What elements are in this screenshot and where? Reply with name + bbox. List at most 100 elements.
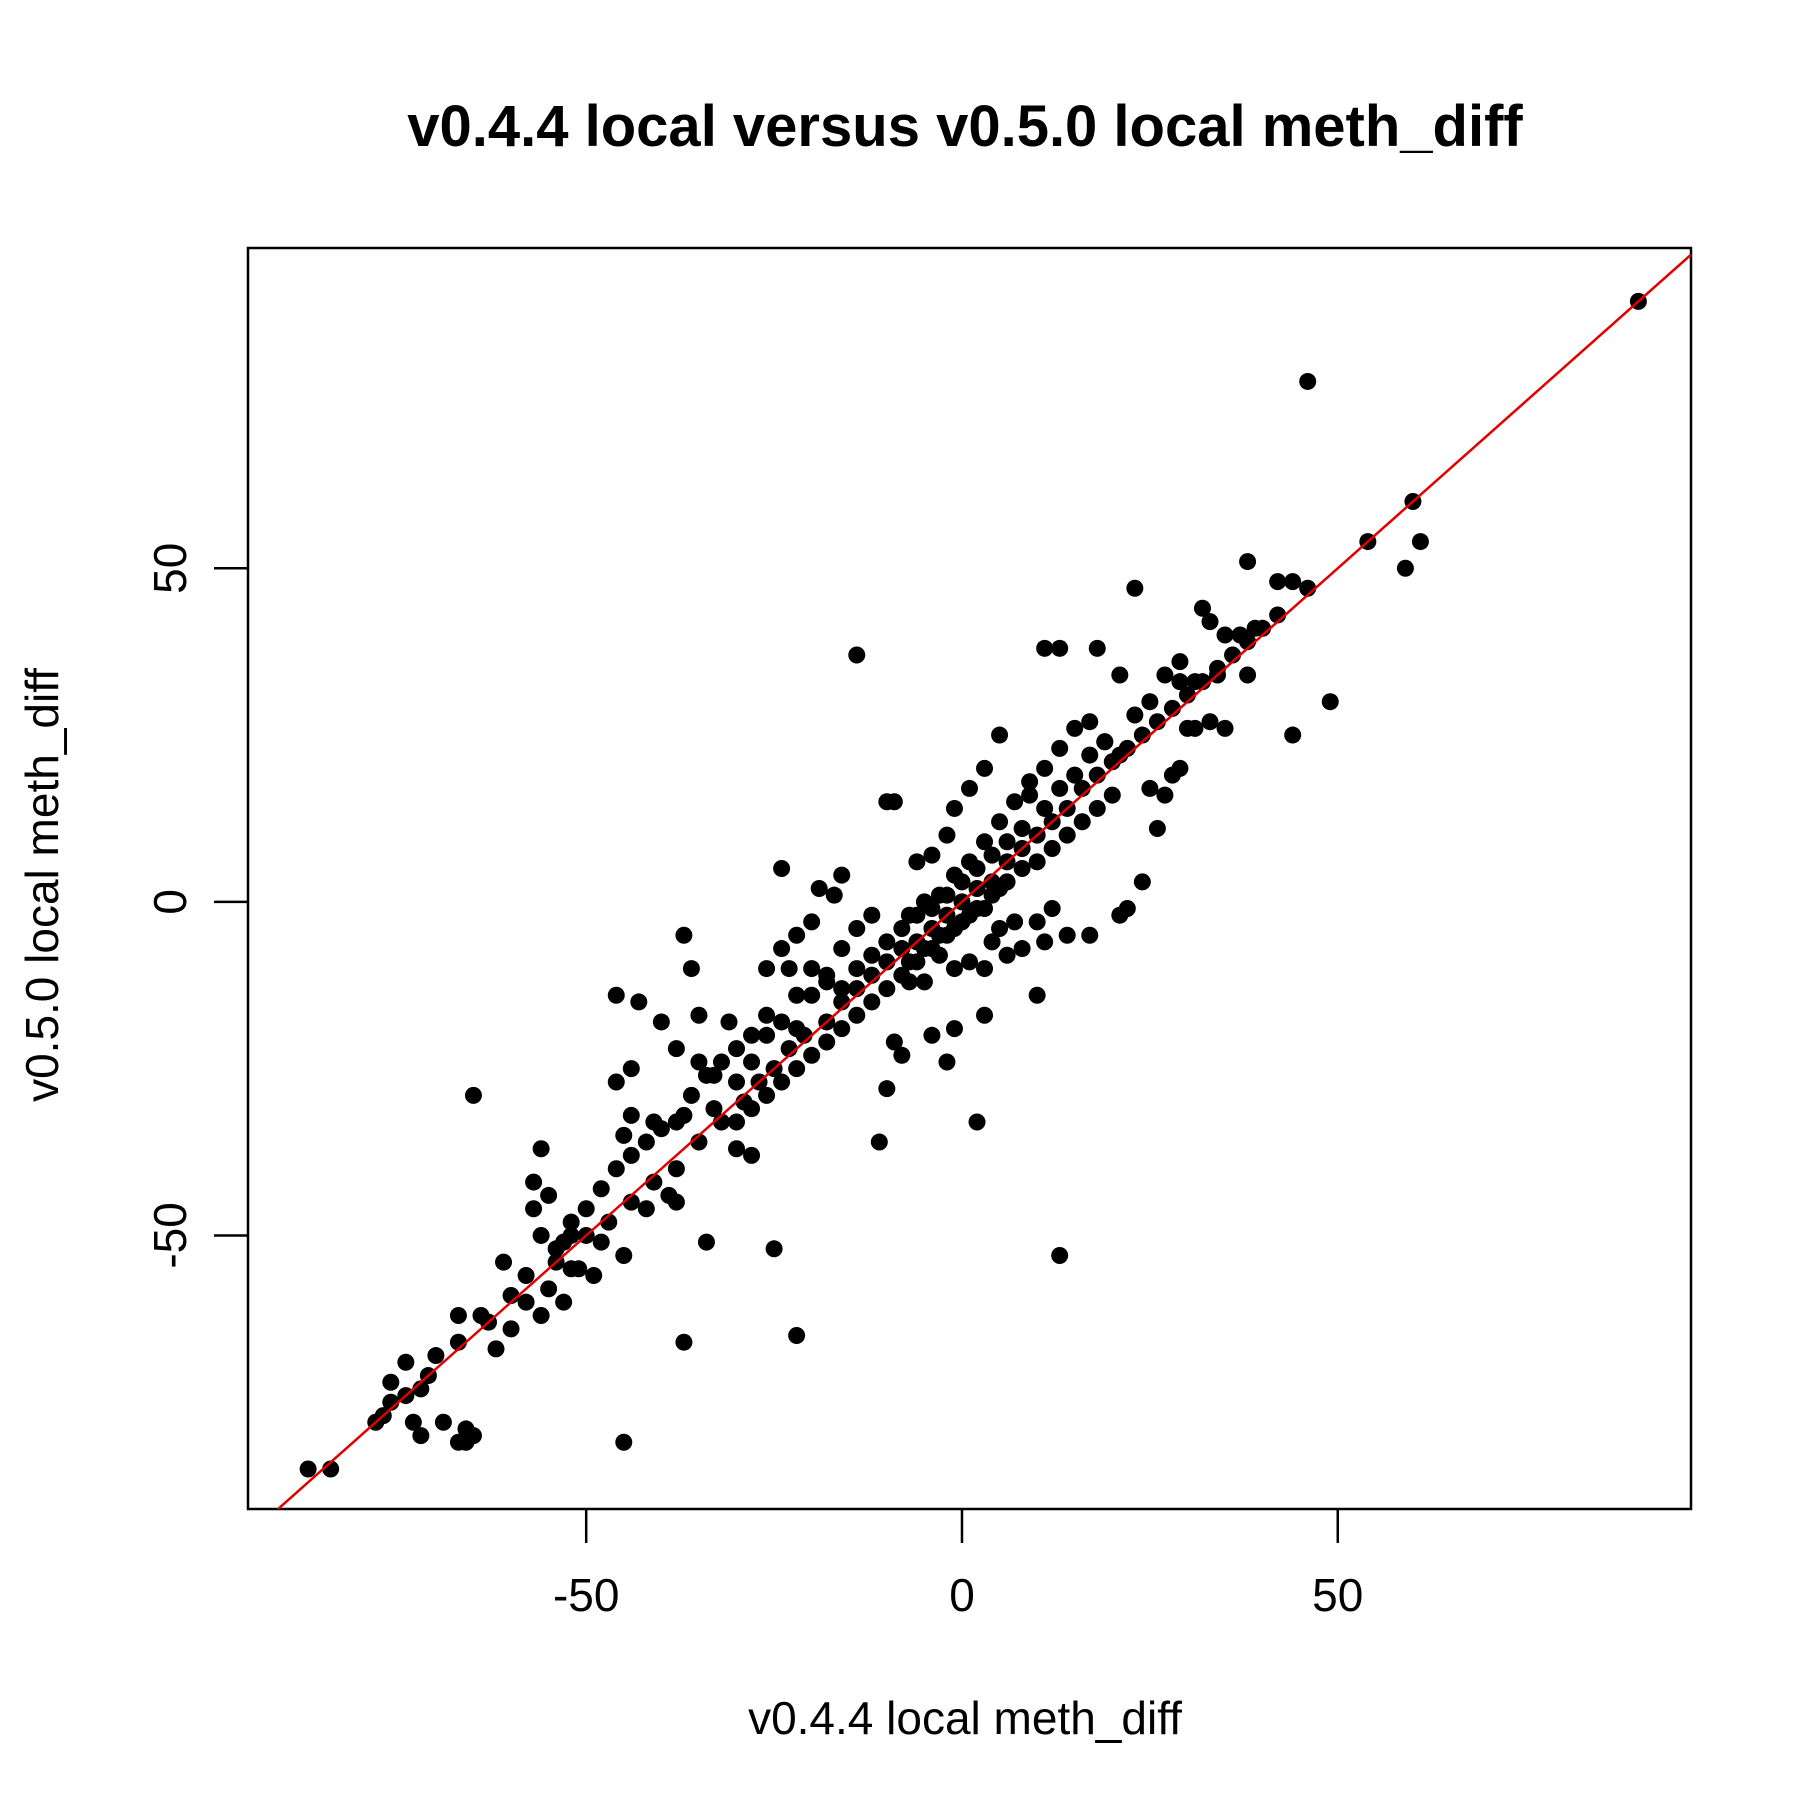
data-point [705,1100,723,1118]
data-point [622,1106,640,1124]
data-point [495,1253,513,1271]
data-point [652,1013,670,1031]
data-point [1216,719,1234,737]
data-point [532,1226,550,1244]
data-point [728,1073,746,1091]
data-point [382,1373,400,1391]
data-point [1088,639,1106,657]
data-point [1021,773,1039,791]
data-point [1118,900,1136,918]
data-point [667,1160,685,1178]
data-point [1088,799,1106,817]
data-point [607,1073,625,1091]
data-point [930,946,948,964]
data-point [592,1233,610,1251]
data-point [803,1046,821,1064]
data-point [1051,779,1069,797]
data-point [758,960,776,978]
data-point [863,946,881,964]
data-point [1411,533,1429,551]
data-point [502,1320,520,1338]
data-point [607,986,625,1004]
data-point [773,1013,791,1031]
data-point [976,960,994,978]
axis-ticks: -50 0 50 -50 0 50 [144,543,1363,1621]
data-point [908,853,926,871]
data-point [900,953,918,971]
data-point [397,1353,415,1371]
data-point [667,1040,685,1058]
data-point [833,980,851,998]
data-point [615,1126,633,1144]
data-point [1036,799,1054,817]
data-point [1036,759,1054,777]
y-tick-label: -50 [144,1202,196,1268]
data-point [697,1066,715,1084]
data-point [930,926,948,944]
data-point [675,1333,693,1351]
data-point [945,960,963,978]
data-point [788,926,806,944]
data-point [1028,913,1046,931]
data-point [1006,793,1024,811]
data-point [848,920,866,938]
data-point [532,1307,550,1325]
data-point [803,986,821,1004]
data-point [1028,853,1046,871]
data-point [517,1293,535,1311]
data-point [1103,786,1121,804]
data-points [299,292,1647,1478]
data-point [1066,719,1084,737]
data-point [1201,613,1219,631]
data-point [900,906,918,924]
data-point [1111,666,1129,684]
data-point [848,646,866,664]
data-point [930,886,948,904]
data-point [728,1140,746,1158]
data-point [870,1133,888,1151]
data-point [1096,733,1114,751]
data-point [788,1327,806,1345]
data-point [1058,926,1076,944]
y-tick-label: 50 [144,543,196,594]
data-point [915,940,933,958]
data-point [983,846,1001,864]
data-point [487,1340,505,1358]
data-point [878,933,896,951]
data-point [773,1073,791,1091]
data-point [743,1026,761,1044]
data-point [728,1113,746,1131]
data-point [517,1266,535,1284]
x-tick-label: 50 [1312,1569,1363,1621]
data-point [893,920,911,938]
data-point [765,1240,783,1258]
data-point [818,1033,836,1051]
data-point [1013,940,1031,958]
data-point [976,1006,994,1024]
data-point [434,1413,452,1431]
data-point [788,1060,806,1078]
data-point [592,1180,610,1198]
data-point [540,1280,558,1298]
data-point [863,906,881,924]
data-point [788,986,806,1004]
data-point [615,1433,633,1451]
data-point [577,1200,595,1218]
chart-title: v0.4.4 local versus v0.5.0 local meth_di… [407,94,1523,159]
data-point [712,1053,730,1071]
data-point [1081,746,1099,764]
data-point [1133,873,1151,891]
y-axis-label: v0.5.0 local meth_diff [16,668,68,1102]
data-point [1036,933,1054,951]
data-point [991,726,1009,744]
data-point [1163,766,1181,784]
data-point [1073,813,1091,831]
plot-frame [246,246,1693,1511]
data-point [968,1113,986,1131]
data-point [532,1140,550,1158]
data-point [637,1200,655,1218]
data-point [938,826,956,844]
data-point [615,1246,633,1264]
data-point [810,880,828,898]
data-point [833,866,851,884]
